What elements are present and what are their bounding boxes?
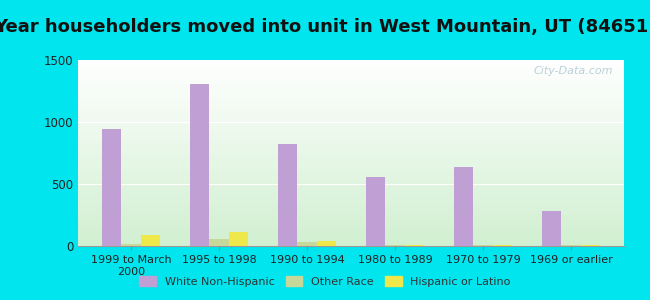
Bar xyxy=(473,245,493,246)
Bar xyxy=(297,242,317,246)
Bar xyxy=(140,235,160,246)
Bar xyxy=(493,245,512,246)
Bar xyxy=(209,239,229,246)
Bar xyxy=(229,232,248,246)
Bar xyxy=(562,245,581,246)
Bar xyxy=(581,245,600,246)
Bar xyxy=(454,167,473,246)
Bar xyxy=(278,144,297,246)
Bar xyxy=(317,241,336,246)
Bar xyxy=(102,129,121,246)
Bar xyxy=(366,177,385,246)
Bar xyxy=(385,245,405,246)
Bar xyxy=(190,84,209,246)
Bar xyxy=(121,244,140,246)
Bar xyxy=(542,211,562,246)
Legend: White Non-Hispanic, Other Race, Hispanic or Latino: White Non-Hispanic, Other Race, Hispanic… xyxy=(135,272,515,291)
Text: City-Data.com: City-Data.com xyxy=(534,66,613,76)
Text: Year householders moved into unit in West Mountain, UT (84651): Year householders moved into unit in Wes… xyxy=(0,18,650,36)
Bar xyxy=(405,245,424,246)
